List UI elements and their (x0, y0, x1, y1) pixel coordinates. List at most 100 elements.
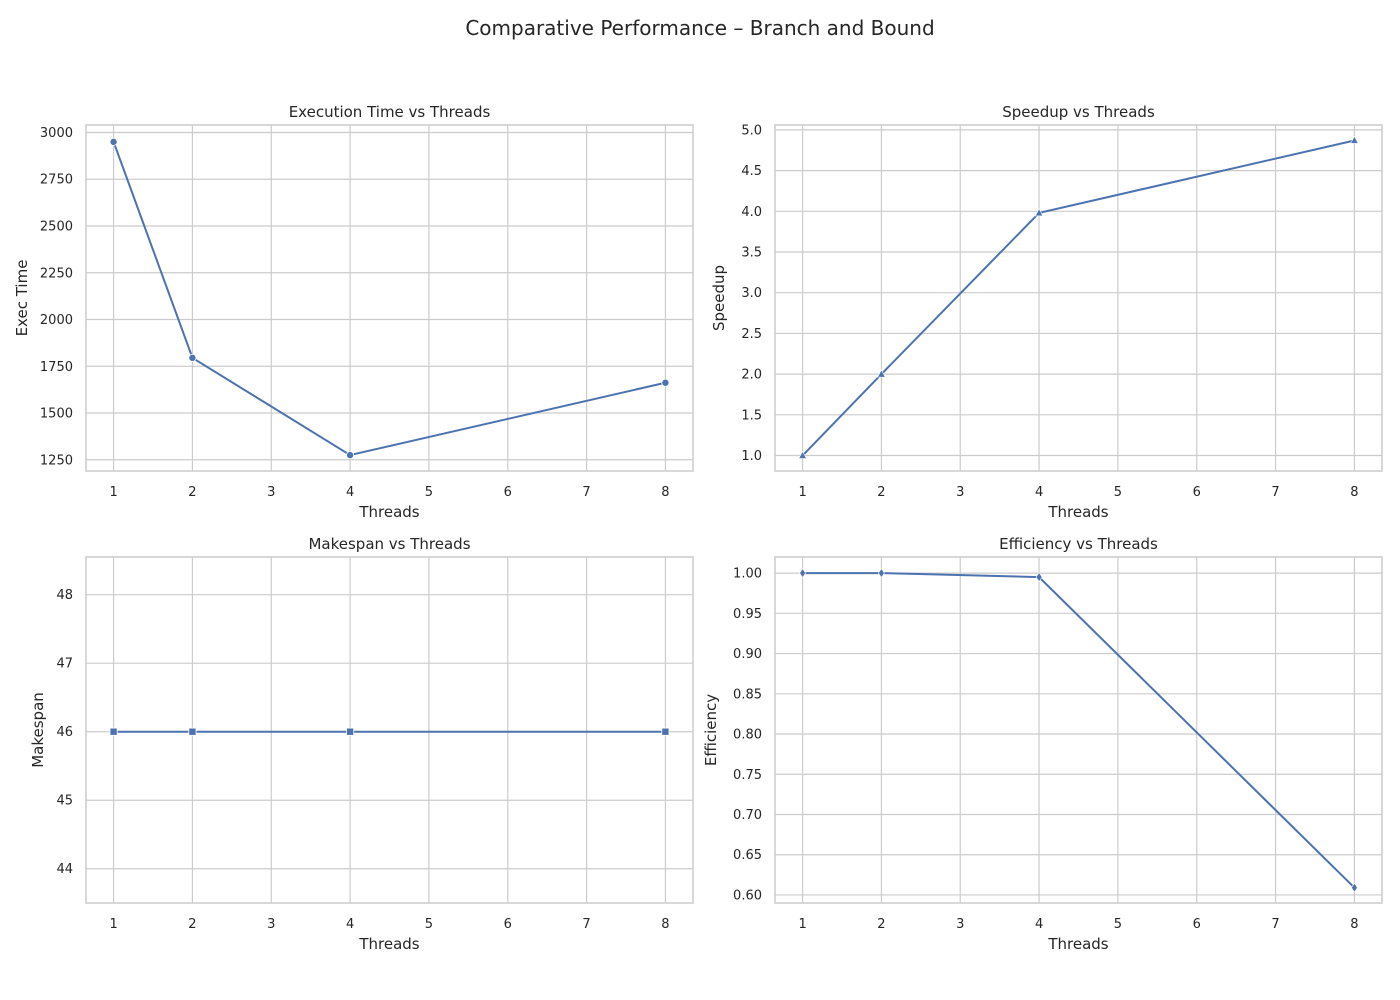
makespan-vs-threads-x-tick-label: 6 (504, 917, 512, 932)
speedup-vs-threads-x-tick-label: 7 (1271, 485, 1279, 500)
makespan-vs-threads-x-tick-label: 5 (425, 917, 433, 932)
execution-time-vs-threads-x-tick-label: 3 (267, 485, 275, 500)
efficiency-vs-threads-x-tick-label: 1 (798, 917, 806, 932)
makespan-vs-threads-y-axis-label: Makespan (29, 692, 47, 768)
speedup-vs-threads-y-tick-label: 3.0 (741, 286, 762, 301)
speedup-vs-threads-frame (774, 124, 1383, 472)
execution-time-vs-threads-y-tick-label: 2500 (40, 219, 73, 234)
makespan-vs-threads-x-axis-label: Threads (358, 935, 419, 953)
execution-time-vs-threads-data-point (109, 137, 118, 146)
efficiency-vs-threads-chart: Efficiency vs Threads 1 2 3 4 5 6 7 8 0.60 0.65 0.7… (702, 535, 1383, 953)
makespan-vs-threads-y-tick-label: 48 (56, 588, 73, 603)
execution-time-vs-threads-title: Execution Time vs Threads (289, 103, 491, 121)
makespan-vs-threads-x-tick-label: 3 (267, 917, 275, 932)
speedup-vs-threads-title: Speedup vs Threads (1002, 103, 1155, 121)
makespan-vs-threads-y-tick-label: 46 (56, 725, 73, 740)
efficiency-vs-threads-y-tick-label: 0.60 (733, 888, 762, 903)
efficiency-vs-threads-x-tick-label: 8 (1350, 917, 1358, 932)
efficiency-vs-threads-x-tick-label: 7 (1271, 917, 1279, 932)
speedup-vs-threads-x-tick-label: 1 (798, 485, 806, 500)
makespan-vs-threads-x-tick-label: 8 (661, 917, 669, 932)
execution-time-vs-threads-x-tick-label: 4 (346, 485, 354, 500)
efficiency-vs-threads-title: Efficiency vs Threads (999, 535, 1158, 553)
execution-time-vs-threads-y-axis-label: Exec Time (13, 260, 31, 337)
efficiency-vs-threads-data-point (1351, 882, 1358, 893)
makespan-vs-threads-data-point (109, 727, 118, 736)
efficiency-vs-threads-x-tick-label: 3 (956, 917, 964, 932)
execution-time-vs-threads-x-tick-label: 7 (582, 485, 590, 500)
efficiency-vs-threads-x-tick-label: 4 (1035, 917, 1043, 932)
execution-time-vs-threads-y-tick-label: 1250 (40, 453, 73, 468)
efficiency-vs-threads-y-tick-label: 0.95 (733, 607, 762, 622)
makespan-vs-threads-title: Makespan vs Threads (308, 535, 470, 553)
figure-title: Comparative Performance – Branch and Bou… (465, 16, 935, 40)
speedup-vs-threads-data-point (1034, 208, 1044, 217)
execution-time-vs-threads-series-line (112, 141, 666, 457)
execution-time-vs-threads-data-point (188, 353, 197, 362)
makespan-vs-threads-data-point (188, 727, 197, 736)
makespan-vs-threads-x-tick-label: 2 (188, 917, 196, 932)
speedup-vs-threads-y-tick-label: 4.5 (741, 164, 762, 179)
makespan-vs-threads-y-tick-label: 45 (56, 794, 73, 809)
efficiency-vs-threads-y-tick-label: 0.85 (733, 687, 762, 702)
speedup-vs-threads-y-tick-label: 1.5 (741, 408, 762, 423)
speedup-vs-threads-y-tick-label: 2.5 (741, 327, 762, 342)
speedup-vs-threads-y-tick-label: 3.5 (741, 246, 762, 261)
execution-time-vs-threads-frame (85, 124, 694, 472)
execution-time-vs-threads-x-tick-label: 2 (188, 485, 196, 500)
execution-time-vs-threads-x-tick-label: 5 (425, 485, 433, 500)
speedup-vs-threads-y-tick-label: 4.0 (741, 205, 762, 220)
execution-time-vs-threads-data-point (346, 451, 355, 460)
efficiency-vs-threads-data-point (1035, 572, 1043, 583)
makespan-vs-threads-x-tick-label: 7 (582, 917, 590, 932)
execution-time-vs-threads-x-tick-label: 6 (504, 485, 512, 500)
execution-time-vs-threads-y-tick-label: 2750 (40, 173, 73, 188)
efficiency-vs-threads-x-tick-label: 6 (1193, 917, 1201, 932)
efficiency-vs-threads-y-tick-label: 0.65 (733, 848, 762, 863)
speedup-vs-threads-y-tick-label: 2.0 (741, 368, 762, 383)
speedup-vs-threads-x-tick-label: 8 (1350, 485, 1358, 500)
makespan-vs-threads-x-tick-label: 1 (109, 917, 117, 932)
execution-time-vs-threads-y-tick-label: 1750 (40, 360, 73, 375)
speedup-vs-threads-y-axis-label: Speedup (710, 265, 728, 331)
execution-time-vs-threads-y-tick-label: 2250 (40, 266, 73, 281)
makespan-vs-threads-x-tick-label: 4 (346, 917, 354, 932)
efficiency-vs-threads-y-tick-label: 1.00 (733, 567, 762, 582)
efficiency-vs-threads-x-tick-label: 5 (1114, 917, 1122, 932)
efficiency-vs-threads-y-tick-label: 0.90 (733, 647, 762, 662)
efficiency-vs-threads-x-axis-label: Threads (1047, 935, 1108, 953)
speedup-vs-threads-x-tick-label: 2 (877, 485, 885, 500)
speedup-vs-threads-series-line (801, 139, 1355, 457)
execution-time-vs-threads-x-tick-label: 8 (661, 485, 669, 500)
efficiency-vs-threads-data-point (878, 568, 885, 579)
speedup-vs-threads-x-tick-label: 6 (1193, 485, 1201, 500)
speedup-vs-threads-data-point (798, 450, 807, 459)
execution-time-vs-threads-y-tick-label: 3000 (40, 126, 73, 141)
execution-time-vs-threads-x-axis-label: Threads (358, 503, 419, 521)
speedup-vs-threads-data-point (877, 369, 886, 378)
makespan-vs-threads-data-point (346, 727, 355, 736)
execution-time-vs-threads-y-tick-label: 2000 (40, 313, 73, 328)
execution-time-vs-threads-chart: Execution Time vs Threads 1 2 3 4 5 6 7 8 1250 150… (13, 103, 694, 521)
makespan-vs-threads-data-point (661, 727, 670, 736)
makespan-vs-threads-y-tick-label: 47 (56, 657, 73, 672)
execution-time-vs-threads-y-tick-label: 1500 (40, 407, 73, 422)
efficiency-vs-threads-data-point (799, 568, 806, 579)
execution-time-vs-threads-data-point (661, 378, 670, 387)
efficiency-vs-threads-frame (774, 556, 1383, 904)
efficiency-vs-threads-y-axis-label: Efficiency (702, 694, 720, 766)
speedup-vs-threads-chart: Speedup vs Threads 1 2 3 4 5 6 7 8 1.0 1.5 2.0 2.5 3.… (710, 103, 1383, 521)
execution-time-vs-threads-x-tick-label: 1 (109, 485, 117, 500)
makespan-vs-threads-y-tick-label: 44 (56, 862, 73, 877)
speedup-vs-threads-x-tick-label: 3 (956, 485, 964, 500)
speedup-vs-threads-x-tick-label: 5 (1114, 485, 1122, 500)
efficiency-vs-threads-y-tick-label: 0.75 (733, 768, 762, 783)
efficiency-vs-threads-series-line (802, 572, 1356, 889)
speedup-vs-threads-x-axis-label: Threads (1047, 503, 1108, 521)
efficiency-vs-threads-x-tick-label: 2 (877, 917, 885, 932)
speedup-vs-threads-data-point (1350, 135, 1359, 144)
efficiency-vs-threads-y-tick-label: 0.80 (733, 728, 762, 743)
